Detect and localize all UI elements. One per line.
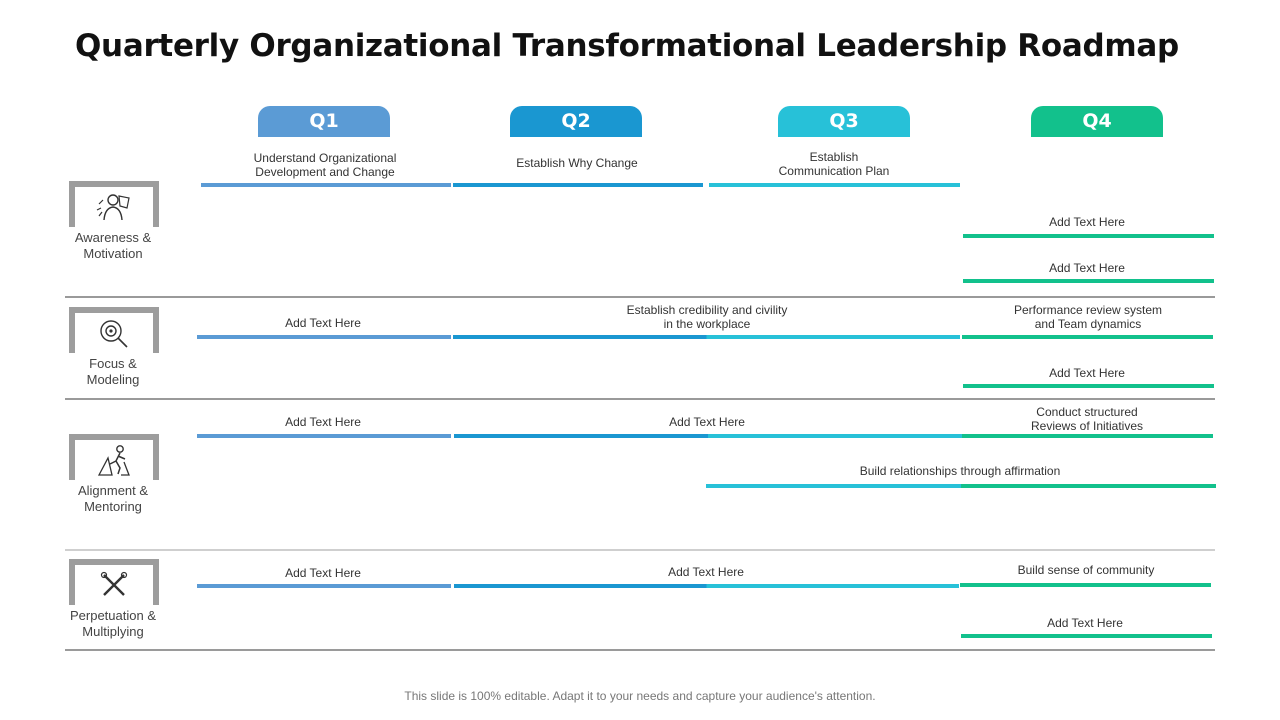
task-bar — [454, 434, 962, 438]
row-separator — [65, 398, 1215, 400]
task-label: Add Text Here — [1049, 215, 1125, 229]
task-bar — [963, 279, 1214, 283]
task-label: Understand Organizational Development and… — [253, 151, 397, 179]
task-bar — [709, 183, 960, 187]
footer-note: This slide is 100% editable. Adapt it to… — [404, 689, 876, 703]
category-icon-frame — [69, 559, 159, 605]
task-label: Conduct structured Reviews of Initiatives — [1030, 405, 1144, 433]
row-separator — [65, 296, 1215, 298]
task-bar — [963, 384, 1214, 388]
task-label: Establish credibility and civility in the… — [626, 303, 788, 331]
tab-q3: Q3 — [778, 106, 910, 137]
task-bar — [963, 234, 1214, 238]
task-bar — [201, 183, 451, 187]
category-focus-modeling: Focus & Modeling — [86, 356, 140, 387]
category-icon-frame — [69, 181, 159, 227]
person-idea-icon — [96, 194, 130, 221]
task-label: Build relationships through affirmation — [859, 464, 1061, 478]
task-label: Performance review system and Team dynami… — [1013, 303, 1163, 331]
task-label: Add Text Here — [668, 565, 744, 579]
task-label: Add Text Here — [1049, 366, 1125, 380]
task-label: Build sense of community — [1017, 563, 1155, 577]
tab-q4: Q4 — [1031, 106, 1163, 137]
row-separator — [65, 649, 1215, 651]
task-label: Establish Communication Plan — [778, 150, 890, 178]
category-alignment-mentoring: Alignment & Mentoring — [77, 483, 149, 514]
task-label: Add Text Here — [1049, 261, 1125, 275]
task-bar — [197, 335, 451, 339]
category-awareness-motivation: Awareness & Motivation — [74, 230, 152, 261]
category-icon-frame — [69, 434, 159, 480]
task-bar — [197, 434, 451, 438]
task-label: Add Text Here — [285, 566, 361, 580]
category-perpetuation-multiplying: Perpetuation & Multiplying — [69, 608, 157, 639]
task-label: Establish Why Change — [516, 156, 638, 170]
tab-q1: Q1 — [258, 106, 390, 137]
task-bar — [197, 584, 451, 588]
climber-icon — [97, 445, 130, 476]
task-bar — [453, 183, 703, 187]
task-bar — [454, 584, 959, 588]
task-bar — [962, 434, 1213, 438]
task-bar — [960, 583, 1211, 587]
row-separator — [65, 549, 1215, 551]
task-bar — [961, 634, 1212, 638]
task-label: Add Text Here — [285, 316, 361, 330]
task-label: Add Text Here — [1047, 616, 1123, 630]
task-bar — [706, 484, 1216, 488]
task-label: Add Text Here — [285, 415, 361, 429]
task-bar — [453, 335, 960, 339]
category-icon-frame — [69, 307, 159, 353]
cross-tools-icon — [100, 571, 128, 596]
page-title: Quarterly Organizational Transformationa… — [75, 28, 1179, 64]
target-icon — [100, 320, 128, 348]
task-label: Add Text Here — [669, 415, 745, 429]
tab-q2: Q2 — [510, 106, 642, 137]
task-bar — [962, 335, 1213, 339]
